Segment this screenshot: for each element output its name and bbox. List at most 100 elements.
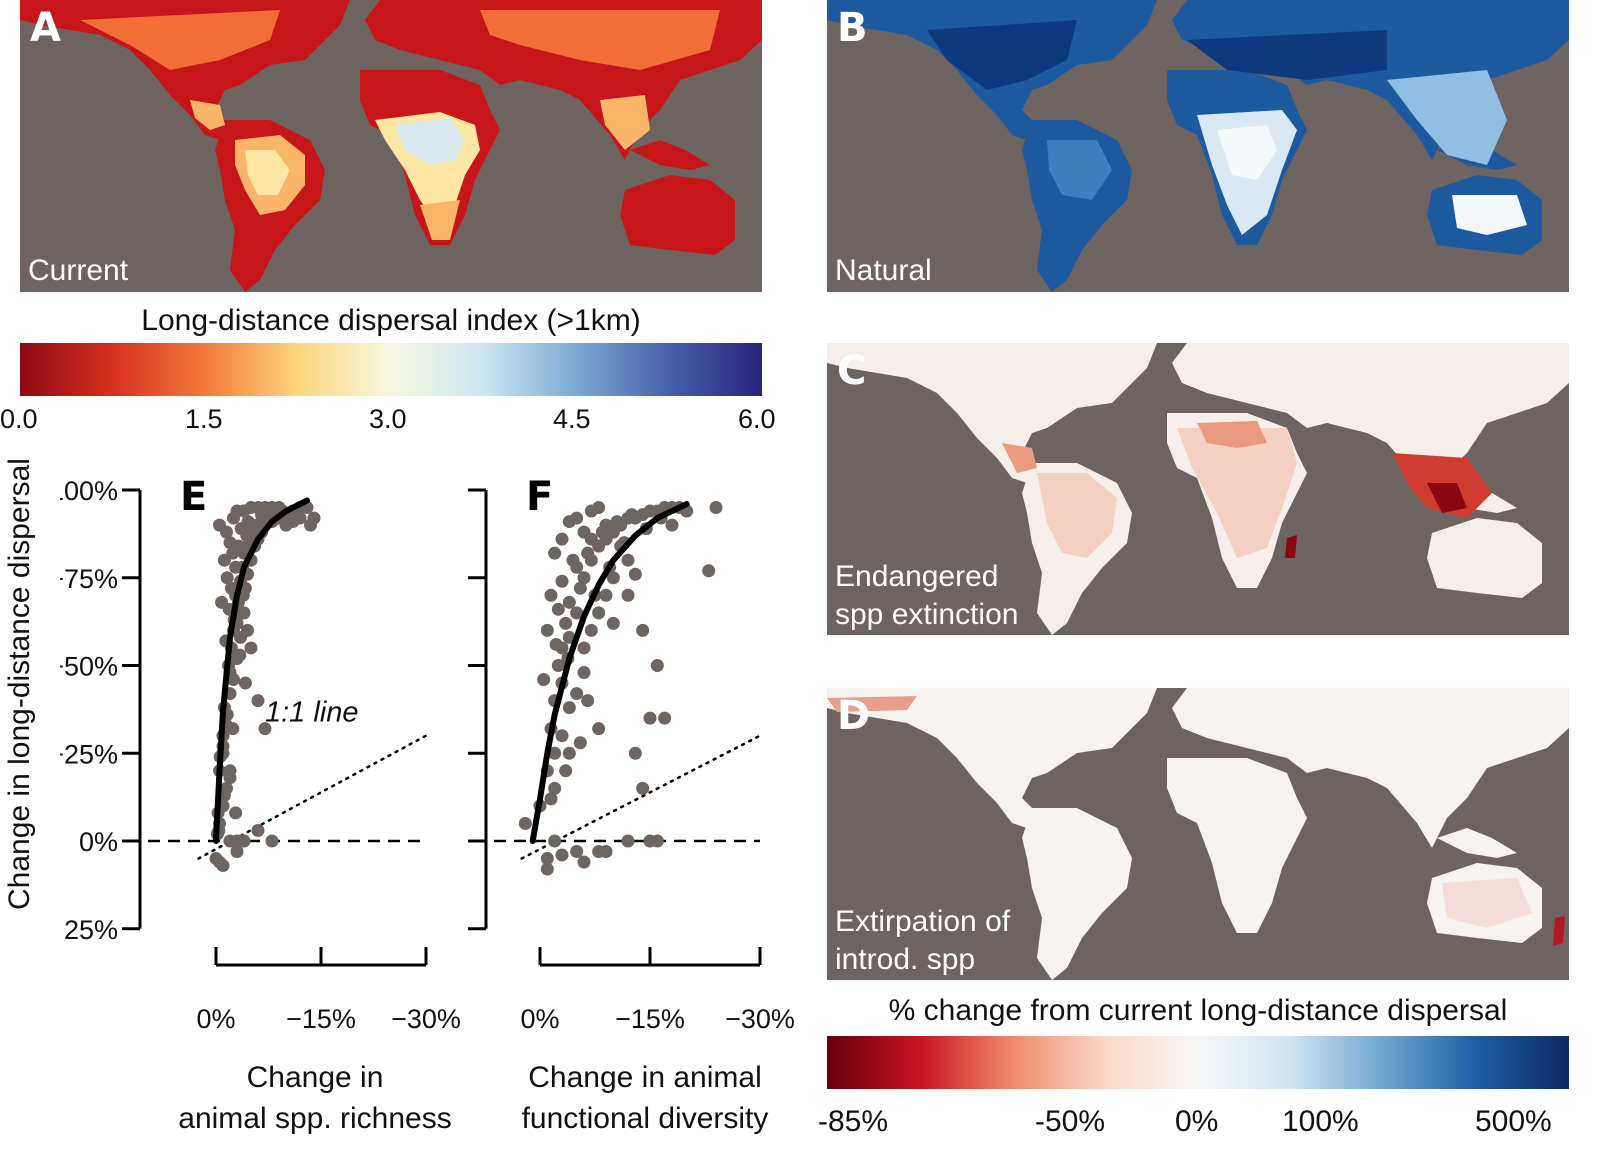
world-map-endangered xyxy=(827,343,1569,635)
map-label-natural: Natural xyxy=(835,254,932,287)
scatter-point xyxy=(702,564,716,578)
y-tick-label: −50% xyxy=(60,652,118,682)
scatter-point xyxy=(628,746,642,760)
scatter-point xyxy=(562,595,576,609)
scatter-point xyxy=(577,571,591,585)
scatter-point xyxy=(251,694,265,708)
shade-madagascar xyxy=(1285,535,1297,558)
shade-north-america xyxy=(80,10,280,70)
shade-se-asia-dark xyxy=(1427,483,1467,513)
landmass-australia xyxy=(620,175,735,255)
scatter-point xyxy=(592,606,606,620)
shade-north-america-dark xyxy=(927,20,1077,90)
scatter-point xyxy=(628,567,642,581)
scatter-point xyxy=(625,508,639,522)
shade-sa xyxy=(1037,473,1117,558)
scatter-point xyxy=(555,729,569,743)
shade-australia xyxy=(1442,878,1532,928)
scatter-point xyxy=(577,666,591,680)
x-tick-label: 0% xyxy=(520,1004,559,1034)
scatter-point xyxy=(540,852,554,866)
panel-letter-b: B xyxy=(837,5,868,51)
scatter-point xyxy=(621,588,635,602)
scatter-point xyxy=(570,687,584,701)
x-axis-title-e-line-2: animal spp. richness xyxy=(178,1102,452,1135)
scatter-point xyxy=(658,711,672,725)
scatter-point xyxy=(234,834,247,848)
landmass-africa xyxy=(1167,758,1307,933)
colorbar-change-tick-1: -50% xyxy=(1035,1105,1106,1138)
shade-asia-south xyxy=(1387,70,1507,165)
landmass-south-america xyxy=(1022,808,1132,980)
shade-layer xyxy=(80,10,720,240)
scatter-point xyxy=(240,529,254,543)
scatter-point xyxy=(255,508,268,522)
map-natural: B Natural xyxy=(827,0,1569,292)
scatter-point xyxy=(544,588,558,602)
x-tick-label: −15% xyxy=(615,1004,685,1034)
x-axis-title-f-line-1: Change in animal xyxy=(528,1061,762,1094)
x-tick-label: −15% xyxy=(286,1004,356,1034)
map-label-endangered-line-1: Endangered xyxy=(835,560,999,593)
scatter-point xyxy=(577,641,591,655)
scatter-point xyxy=(643,711,657,725)
panel-letter-a: A xyxy=(30,5,61,51)
scatter-point xyxy=(573,736,587,750)
scatter-point xyxy=(599,845,613,859)
scatter-point xyxy=(621,553,635,567)
colorbar-dispersal-tick-2: 3.0 xyxy=(369,404,407,434)
map-label-extirpation-line-1: Extirpation of xyxy=(835,905,1011,938)
map-current: A Current xyxy=(20,0,762,292)
colorbar-dispersal-title: Long-distance dispersal index (>1km) xyxy=(141,304,641,337)
panel-letter-d: D xyxy=(837,693,871,739)
landmass-australia xyxy=(1427,518,1542,598)
one-to-one-annotation: 1:1 line xyxy=(265,697,359,729)
colorbar-dispersal xyxy=(20,343,762,396)
scatter-point xyxy=(540,862,554,876)
scatter-point xyxy=(599,518,613,532)
y-tick-label: 0% xyxy=(79,827,118,857)
scatter-point xyxy=(606,616,620,630)
scatter-point xyxy=(570,845,584,859)
map-label-current: Current xyxy=(28,254,129,287)
shade-africa-center xyxy=(395,118,465,165)
map-label-extirpation-line-2: introd. spp xyxy=(835,943,976,976)
scatter-point xyxy=(224,581,238,595)
scatter-point xyxy=(555,848,569,862)
scatter-point xyxy=(562,746,576,760)
scatter-point xyxy=(636,781,650,795)
scatter-point xyxy=(555,574,569,588)
scatter-point xyxy=(584,623,598,637)
scatter-point xyxy=(548,746,562,760)
x-axis-title-f-line-2: functional diversity xyxy=(521,1102,769,1135)
scatter-point xyxy=(220,525,233,539)
shade-sa-mid xyxy=(1047,140,1112,200)
scatter-point xyxy=(537,673,551,687)
scatter-plot-f: 0% −15% −30% F xyxy=(468,474,795,1034)
landmass-eurasia xyxy=(1172,688,1569,848)
scatter-point xyxy=(577,855,591,869)
scatter-point xyxy=(559,764,573,778)
scatter-point xyxy=(709,501,723,515)
scatter-point xyxy=(636,623,650,637)
shade-layer xyxy=(1002,421,1492,558)
scatter-point xyxy=(665,518,679,532)
scatter-point xyxy=(233,648,247,662)
scatter-point xyxy=(549,637,563,651)
scatter-point xyxy=(226,722,240,736)
colorbar-change-tick-0: -85% xyxy=(818,1105,889,1138)
scatter-point xyxy=(216,859,230,873)
scatter-point xyxy=(577,525,591,539)
scatter-point xyxy=(548,834,562,848)
scatter-point xyxy=(226,546,240,560)
scatter-point xyxy=(220,571,234,585)
scatter-point xyxy=(304,518,317,532)
x-tick-label: −30% xyxy=(391,1004,460,1034)
fit-curve xyxy=(213,497,310,844)
scatter-point xyxy=(293,511,307,525)
scatter-point xyxy=(592,501,606,515)
y-tick-label: −25% xyxy=(60,739,118,769)
shade-africa-south xyxy=(420,200,460,240)
scatter-point xyxy=(227,511,240,525)
x-tick-label: 0% xyxy=(196,1004,235,1034)
